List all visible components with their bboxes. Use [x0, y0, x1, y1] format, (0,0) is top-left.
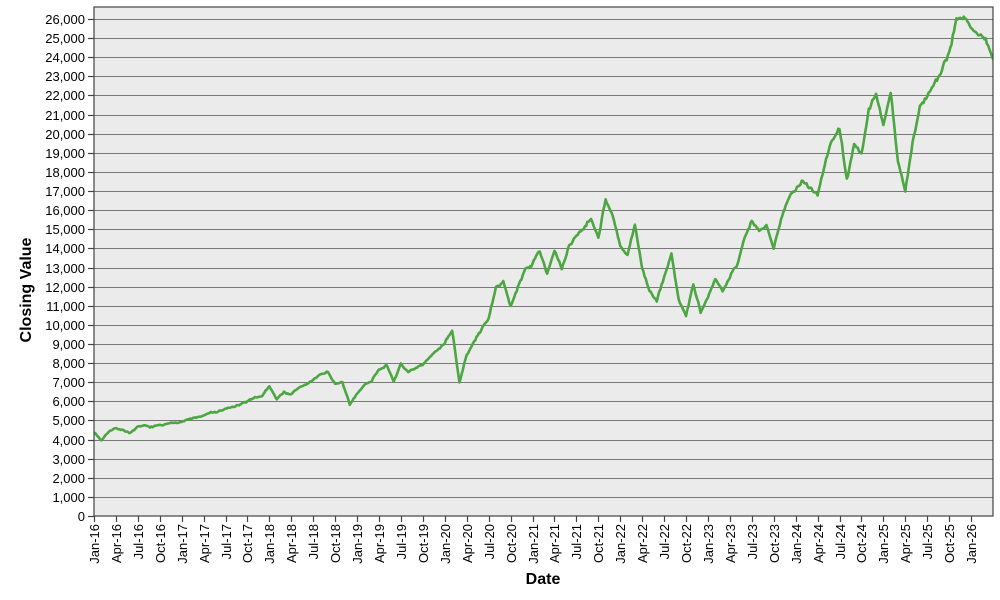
x-tick-label: Apr-21: [547, 524, 562, 563]
y-axis-tick-labels: 0 1,000 2,000 3,000 4,000 5,000 6,000 7,000 8,00…: [45, 12, 85, 524]
y-tick-label: 11,000: [46, 299, 85, 314]
y-axis-ticks: [88, 18, 94, 518]
x-tick-label: Oct-17: [240, 524, 255, 563]
x-tick-label: Jan-21: [526, 524, 541, 564]
x-tick-label: Jan-18: [262, 524, 277, 564]
x-tick-label: Oct-20: [504, 524, 519, 563]
y-tick-label: 7,000: [52, 375, 85, 390]
x-tick-label: Jul-23: [745, 524, 760, 559]
x-tick-label: Oct-16: [153, 524, 168, 563]
plot-frame: [93, 6, 994, 517]
y-tick-label: 8,000: [52, 356, 85, 371]
y-tick-label: 10,000: [45, 318, 85, 333]
y-tick-label: 12,000: [45, 280, 85, 295]
y-axis-title: Closing Value: [18, 237, 35, 342]
x-tick-label: Apr-25: [898, 524, 913, 563]
x-tick-label: Oct-22: [679, 524, 694, 563]
x-tick-label: Apr-22: [635, 524, 650, 563]
x-tick-label: Apr-17: [197, 524, 212, 563]
y-tick-label: 1,000: [52, 490, 85, 505]
x-tick-label: Jul-25: [920, 524, 935, 559]
y-tick-label: 20,000: [45, 127, 85, 142]
x-tick-label: Jul-24: [833, 524, 848, 559]
y-tick-label: 15,000: [45, 222, 85, 237]
x-tick-label: Jul-18: [306, 524, 321, 559]
y-tick-label: 16,000: [45, 203, 85, 218]
y-tick-label: 13,000: [45, 261, 85, 276]
x-axis-tick-labels: Jan-16 Apr-16 Jul-16 Oct-16 Jan-17 Apr-17 Jul-…: [87, 524, 979, 564]
y-tick-label: 3,000: [52, 452, 85, 467]
y-tick-label: 22,000: [45, 88, 85, 103]
x-tick-label: Jul-16: [131, 524, 146, 559]
x-tick-label: Apr-19: [372, 524, 387, 563]
x-tick-label: Oct-25: [942, 524, 957, 563]
x-tick-label: Apr-18: [284, 524, 299, 563]
y-tick-label: 21,000: [45, 108, 85, 123]
x-tick-label: Jan-20: [438, 524, 453, 564]
x-tick-label: Oct-24: [854, 524, 869, 563]
x-tick-label: Oct-18: [328, 524, 343, 563]
y-tick-label: 6,000: [52, 394, 85, 409]
closing-value-series-line: [94, 15, 993, 442]
x-axis-ticks: [93, 516, 973, 522]
x-tick-label: Jul-17: [219, 524, 234, 559]
y-tick-label: 25,000: [45, 31, 85, 46]
y-tick-label: 5,000: [52, 413, 85, 428]
y-tick-label: 24,000: [45, 50, 85, 65]
closing-value-line: [94, 15, 993, 442]
y-tick-label: 14,000: [45, 241, 85, 256]
y-tick-label: 26,000: [45, 12, 85, 27]
x-tick-label: Jan-22: [613, 524, 628, 564]
x-tick-label: Jan-24: [789, 524, 804, 564]
gridlines: [94, 19, 993, 498]
x-tick-label: Oct-19: [416, 524, 431, 563]
y-tick-label: 17,000: [45, 184, 85, 199]
x-tick-label: Jan-19: [350, 524, 365, 564]
y-tick-label: 2,000: [52, 471, 85, 486]
x-axis-title: Date: [526, 571, 561, 588]
y-tick-label: 19,000: [45, 146, 85, 161]
y-tick-label: 4,000: [52, 433, 85, 448]
y-tick-label: 18,000: [45, 165, 85, 180]
y-tick-label: 23,000: [45, 69, 85, 84]
x-tick-label: Apr-24: [811, 524, 826, 563]
y-tick-label: 9,000: [52, 337, 85, 352]
x-tick-label: Jul-21: [569, 524, 584, 559]
x-tick-label: Jul-20: [482, 524, 497, 559]
x-tick-label: Apr-23: [723, 524, 738, 563]
x-tick-label: Jan-25: [876, 524, 891, 564]
x-tick-label: Oct-23: [767, 524, 782, 563]
x-tick-label: Apr-16: [109, 524, 124, 563]
x-tick-label: Jul-19: [394, 524, 409, 559]
y-tick-label: 0: [78, 509, 85, 524]
x-tick-label: Jan-16: [87, 524, 102, 564]
x-tick-label: Jan-26: [964, 524, 979, 564]
x-tick-label: Jul-22: [657, 524, 672, 559]
x-tick-label: Jan-23: [701, 524, 716, 564]
x-tick-label: Oct-21: [591, 524, 606, 563]
x-tick-label: Jan-17: [175, 524, 190, 564]
x-tick-label: Apr-20: [460, 524, 475, 563]
